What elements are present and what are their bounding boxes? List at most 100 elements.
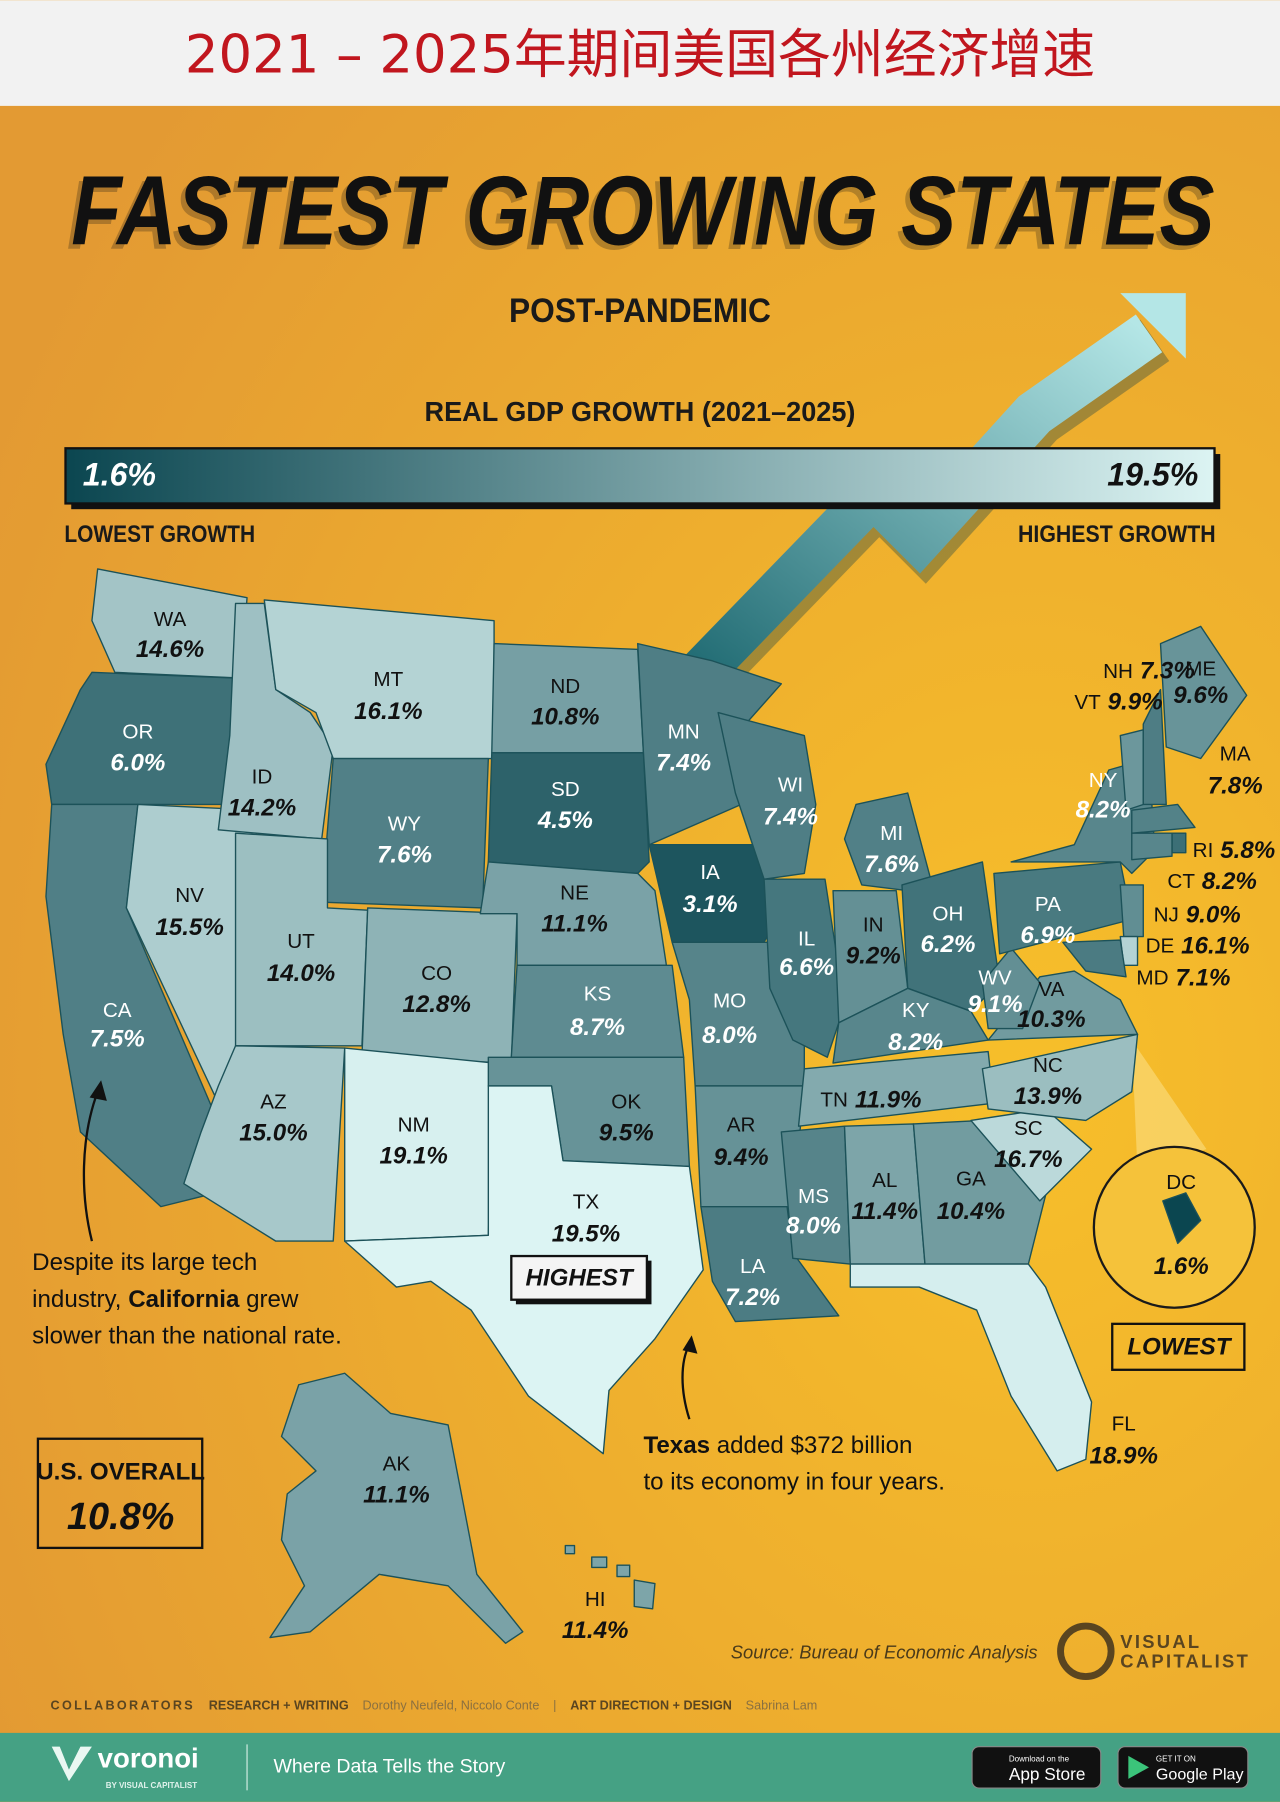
main-title: FASTEST GROWING STATES xyxy=(71,156,1214,266)
credits-line: COLLABORATORS RESEARCH + WRITING Dorothy N… xyxy=(51,1699,818,1713)
note-text: slower than the national rate. xyxy=(32,1323,342,1350)
state-value: 8.2% xyxy=(1076,797,1131,824)
state-value: 6.2% xyxy=(920,931,975,958)
state-abbr: ID xyxy=(252,766,273,789)
brand-mark xyxy=(1057,1622,1115,1681)
state-shape xyxy=(269,1372,524,1644)
state-abbr: NY xyxy=(1089,769,1118,792)
header-title: 2021 – 2025年期间美国各州经济增速 xyxy=(185,24,1095,85)
state-abbr: GA xyxy=(956,1168,986,1191)
state-shape xyxy=(717,711,817,880)
google-play-button[interactable] xyxy=(1117,1746,1249,1789)
state-abbr: FL xyxy=(1112,1412,1136,1435)
note-line: Texas added $372 billion xyxy=(643,1432,912,1459)
state-abbr: AK xyxy=(383,1453,411,1476)
voronoi-logo-mark xyxy=(51,1746,92,1782)
state-value: 6.9% xyxy=(1020,922,1075,949)
state-shape xyxy=(1131,832,1173,861)
footer-tagline: Where Data Tells the Story xyxy=(273,1756,505,1778)
state-value: 7.6% xyxy=(377,842,432,869)
state-value: 8.2% xyxy=(888,1029,943,1056)
overall-label: U.S. OVERALL xyxy=(36,1459,205,1486)
overall-box xyxy=(36,1437,204,1550)
state-value: 11.1% xyxy=(363,1482,430,1509)
credit-part: COLLABORATORS xyxy=(51,1699,195,1713)
california-note: Despite its large tech industry, Californ… xyxy=(32,1249,342,1350)
state-abbr: HI xyxy=(585,1588,606,1611)
app-store-small: Download on the xyxy=(1009,1754,1070,1763)
state-value: 7.3% xyxy=(1140,658,1195,685)
state-abbr: WA xyxy=(154,608,187,631)
texas-pointer-head xyxy=(682,1335,698,1354)
state-abbr: NC xyxy=(1033,1054,1063,1077)
state-value: 16.1% xyxy=(1181,932,1249,959)
state-abbr: SC xyxy=(1014,1117,1043,1140)
state-shape xyxy=(510,964,685,1058)
state-value: 12.8% xyxy=(402,991,470,1018)
note-text: Despite its large tech xyxy=(32,1249,257,1276)
note-text: California xyxy=(128,1286,240,1313)
subtitle: POST-PANDEMIC xyxy=(509,292,771,330)
legend-min-label: 1.6% xyxy=(83,457,156,493)
state-value: 8.0% xyxy=(786,1213,841,1240)
state-value: 11.1% xyxy=(541,911,608,938)
state-abbr: ND xyxy=(550,675,580,698)
dc-callout-beam xyxy=(1131,1040,1207,1173)
state-value: 5.8% xyxy=(1220,837,1275,864)
state-value: 18.9% xyxy=(1090,1442,1158,1469)
footer-logo: voronoi xyxy=(98,1743,199,1774)
state-abbr: AR xyxy=(727,1114,756,1137)
credit-part: Dorothy Neufeld, Niccolo Conte xyxy=(363,1699,540,1713)
note-line: Despite its large tech xyxy=(32,1249,257,1276)
state-shape xyxy=(487,752,650,875)
state-shape xyxy=(1062,939,1127,978)
state-value: 8.2% xyxy=(1202,868,1257,895)
state-value: 7.2% xyxy=(725,1284,780,1311)
state-value: 16.1% xyxy=(354,698,422,725)
state-abbr: OK xyxy=(611,1091,641,1114)
state-abbr: MN xyxy=(668,721,700,744)
state-value: 9.9% xyxy=(1108,689,1163,716)
state-abbr: MT xyxy=(373,668,403,691)
state-shape xyxy=(763,878,846,1058)
state-value: 6.0% xyxy=(110,750,165,777)
state-shape xyxy=(700,1205,840,1323)
state-value: 9.4% xyxy=(714,1144,769,1171)
state-shape xyxy=(564,1544,656,1610)
credit-part: ART DIRECTION + DESIGN xyxy=(570,1699,732,1713)
state-shape xyxy=(183,1045,346,1242)
credit-part: Sabrina Lam xyxy=(746,1699,818,1713)
state-abbr: TN xyxy=(820,1088,848,1111)
california-pointer-head xyxy=(89,1080,107,1101)
state-value: 6.6% xyxy=(779,954,834,981)
source: Source: Bureau of Economic Analysis xyxy=(731,1641,1038,1662)
footer-byline: BY VISUAL CAPITALIST xyxy=(106,1781,198,1790)
state-value: 8.0% xyxy=(702,1022,757,1049)
state-shape xyxy=(981,947,1041,1030)
state-shape xyxy=(1131,803,1196,834)
state-abbr: VA xyxy=(1038,978,1064,1001)
app-store-button[interactable] xyxy=(971,1746,1102,1789)
state-abbr: CT xyxy=(1167,870,1195,893)
state-value: 7.8% xyxy=(1208,773,1263,800)
state-value: 9.1% xyxy=(968,991,1023,1018)
legend-title: REAL GDP GROWTH (2021–2025) xyxy=(425,396,856,427)
state-value: 11.9% xyxy=(855,1086,922,1113)
state-abbr: AZ xyxy=(260,1091,286,1114)
highest-badge xyxy=(510,1254,649,1301)
state-abbr: MS xyxy=(798,1185,829,1208)
note-text: Texas xyxy=(643,1432,710,1459)
state-abbr: CA xyxy=(103,999,132,1022)
state-shape xyxy=(981,1033,1139,1122)
state-abbr: PA xyxy=(1035,893,1061,916)
state-abbr: LA xyxy=(740,1255,765,1278)
state-shape xyxy=(849,1263,1093,1472)
note-text: grew xyxy=(239,1286,299,1313)
overall-value: 10.8% xyxy=(67,1496,174,1538)
note-text: to its economy in four years. xyxy=(643,1469,945,1496)
texas-note: Texas added $372 billion to its economy i… xyxy=(643,1432,945,1496)
state-abbr: DE xyxy=(1146,934,1175,957)
legend-bar xyxy=(64,447,1216,505)
credit-part: | xyxy=(553,1699,556,1713)
